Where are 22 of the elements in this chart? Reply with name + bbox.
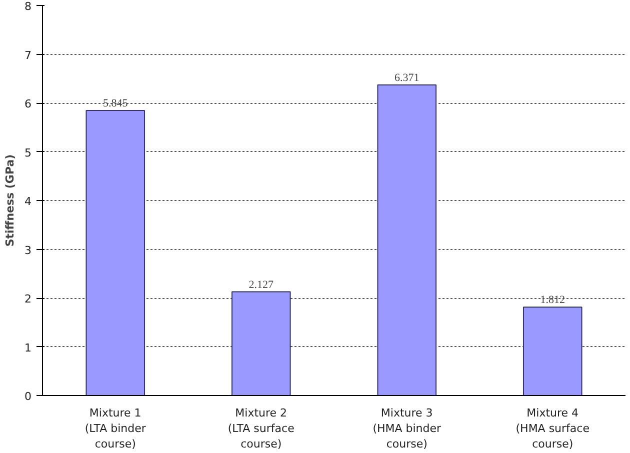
y-tick-label: 6 [24,98,32,110]
y-tick-label: 3 [24,244,32,257]
y-tick-label: 8 [24,0,32,13]
x-tick-label: Mixture 1 (LTA binder course) [84,406,146,451]
bar [522,306,582,396]
x-tick-label: Mixture 3 (HMA binder course) [372,406,442,451]
data-label: 6.371 [394,72,420,84]
y-tick-label: 7 [24,48,32,62]
bar [86,110,146,396]
y-tick-label: 5 [24,146,32,160]
y-tick-label: 2 [24,292,32,306]
y-axis-title: Stiffness (GPa) [4,154,16,247]
y-tick-label: 1 [24,341,32,354]
data-label: 1.812 [540,294,565,306]
data-label: 5.845 [103,98,128,110]
bar [377,84,437,396]
x-tick-label: Mixture 2 (LTA surface course) [228,406,295,451]
x-tick-label: Mixture 4 (HMA surface course) [516,406,590,451]
data-label: 2.127 [248,278,274,291]
y-tick-label: 4 [24,195,32,208]
bar [231,291,291,396]
y-tick-label: 0 [24,390,32,403]
